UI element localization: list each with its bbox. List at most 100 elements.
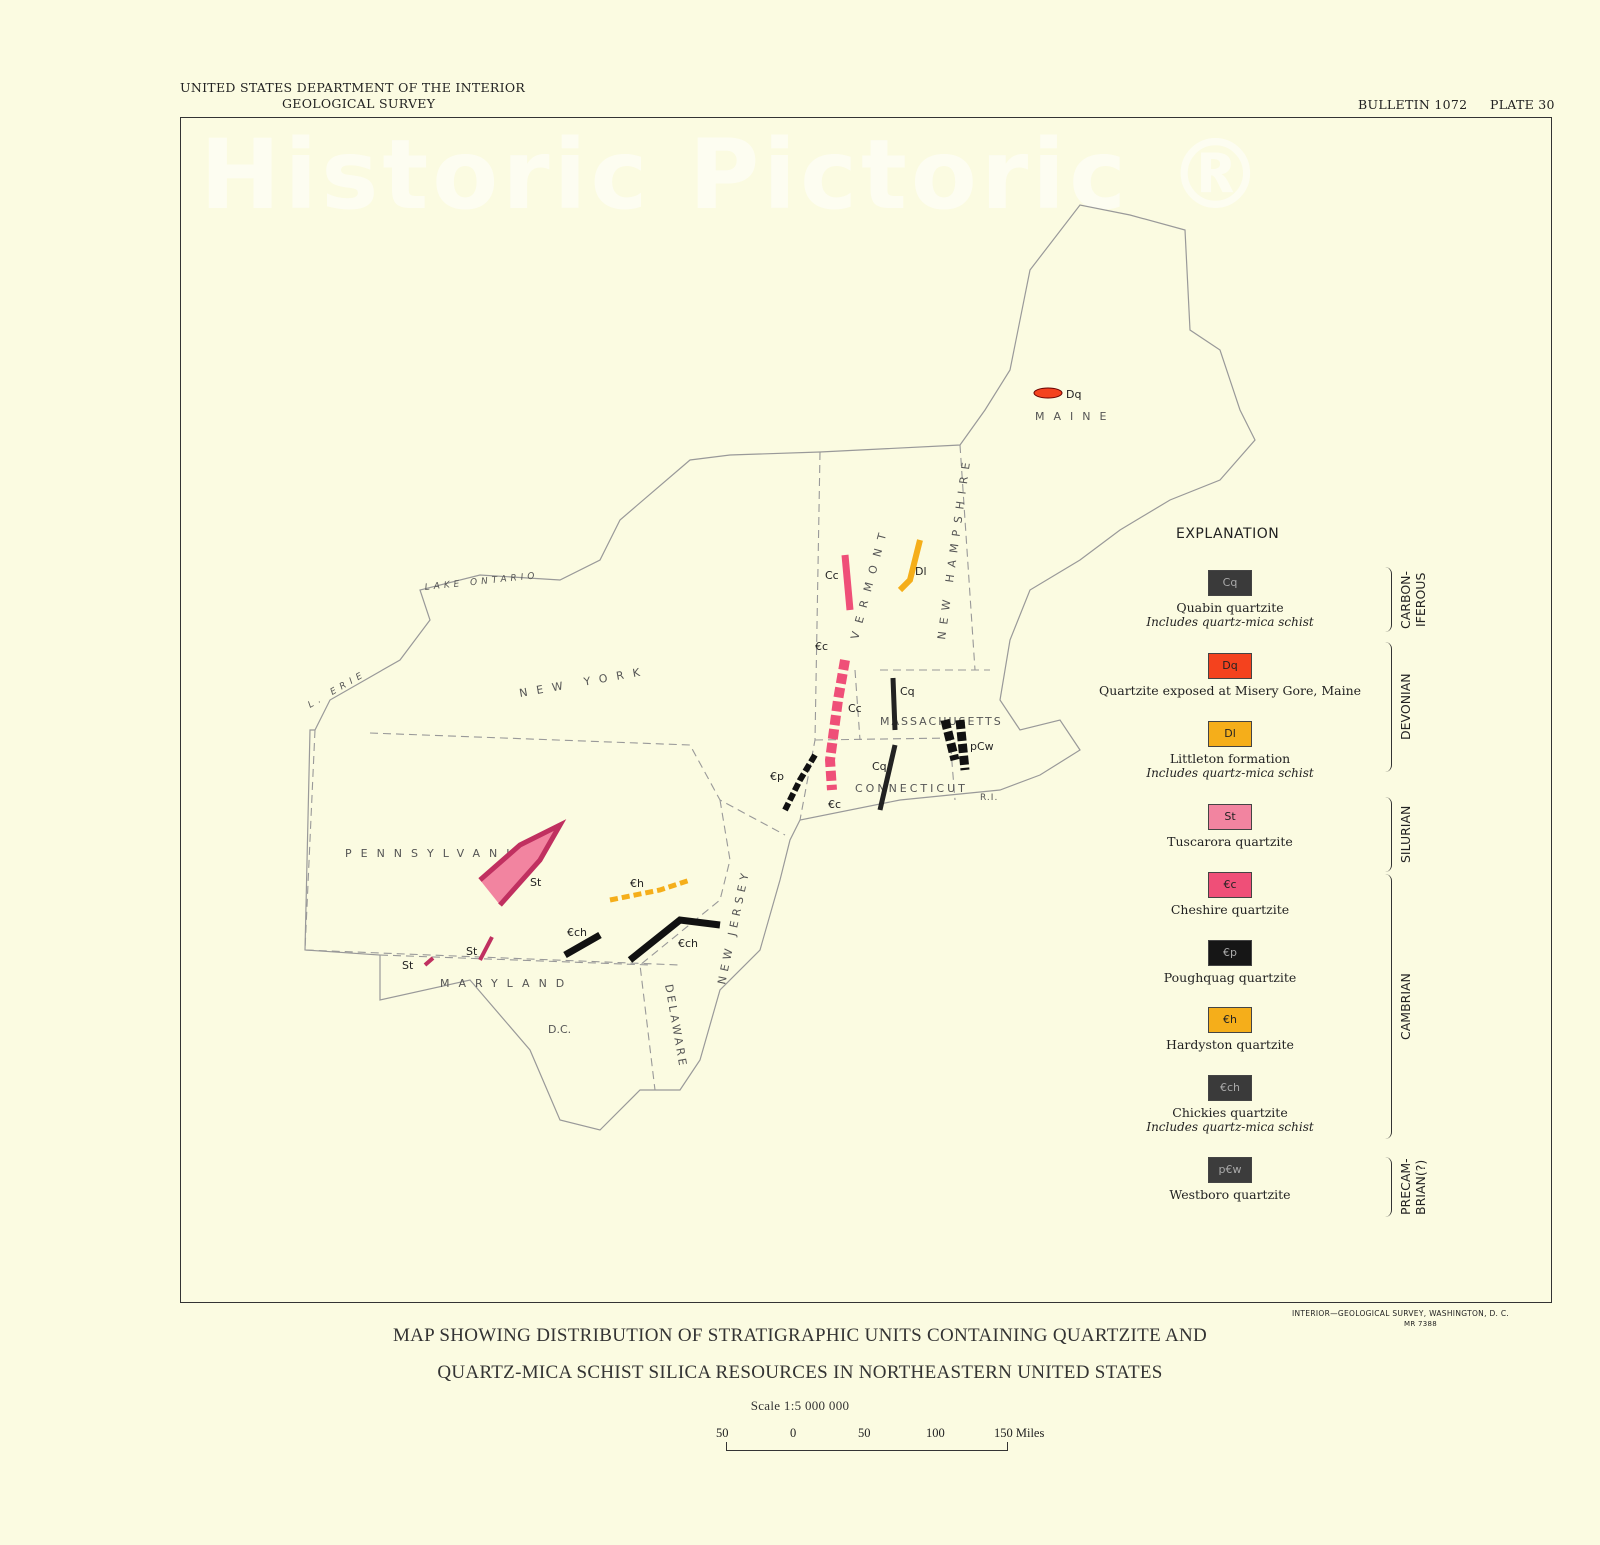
unit-label: €ch	[678, 937, 698, 950]
era-brace	[1385, 567, 1392, 632]
outcrop-pcw	[940, 718, 970, 771]
legend-item: €ch Chickies quartzite Includes quartz-mic…	[1080, 1075, 1380, 1134]
era-label: SILURIAN	[1398, 805, 1413, 864]
scale-tick: 100	[926, 1426, 945, 1440]
scale-text: Scale 1:5 000 000	[750, 1398, 850, 1413]
era-label: CARBON- IFEROUS	[1398, 570, 1428, 629]
agency-line2: GEOLOGICAL SURVEY	[282, 96, 436, 111]
unit-label: €c	[815, 640, 828, 653]
map-title-line1: MAP SHOWING DISTRIBUTION OF STRATIGRAPHI…	[392, 1325, 1208, 1346]
legend-name: Poughquag quartzite	[1163, 970, 1297, 985]
outcrop-cp	[782, 753, 818, 812]
outcrop-ch	[609, 877, 691, 903]
legend-name: Westboro quartzite	[1169, 1187, 1291, 1202]
legend-name: Tuscarora quartzite	[1167, 834, 1293, 849]
outcrop-dq	[1033, 387, 1063, 399]
unit-label: St	[402, 959, 414, 972]
label-lake-ontario: LAKE ONTARIO	[424, 571, 539, 593]
outcrop-st-2	[423, 936, 494, 967]
unit-label: Cq	[872, 760, 887, 773]
watermark: Historic Pictoric ®	[200, 119, 1268, 231]
outcrop-cc-2	[824, 659, 850, 791]
unit-label: Dq	[1066, 388, 1081, 401]
pa-border	[304, 729, 681, 966]
label-rhode-island: R.I.	[980, 793, 998, 803]
nh-me-border	[959, 444, 976, 671]
label-new-york: NEW YORK	[518, 664, 649, 700]
legend-sub: Includes quartz-mica schist	[1146, 615, 1314, 629]
agency-line1: UNITED STATES DEPARTMENT OF THE INTERIOR	[180, 80, 526, 95]
era-label: PRECAM- BRIAN(?)	[1398, 1158, 1428, 1216]
legend-item: St Tuscarora quartzite	[1080, 804, 1380, 849]
label-new-jersey: NEW JERSEY	[715, 867, 752, 985]
legend-swatch: p€w	[1208, 1157, 1252, 1183]
label-delaware: DELAWARE	[662, 983, 690, 1069]
legend-item: Dl Littleton formation Includes quartz-mic…	[1080, 721, 1380, 780]
era-brace	[1385, 1157, 1392, 1217]
label-connecticut: CONNECTICUT	[855, 782, 968, 795]
scale-tick: 0	[790, 1426, 797, 1440]
ny-east-border	[799, 451, 821, 821]
label-maryland: MARYLAND	[440, 977, 573, 990]
legend-swatch: Cq	[1208, 570, 1252, 596]
outcrop-cc-1	[841, 554, 854, 611]
region-outline	[304, 204, 1256, 1131]
unit-label: St	[530, 876, 542, 889]
scale-tick: 150 Miles	[994, 1426, 1045, 1440]
legend-swatch: Dq	[1208, 653, 1252, 679]
legend-item: Dq Quartzite exposed at Misery Gore, Main…	[1080, 653, 1380, 698]
unit-label: €h	[630, 877, 644, 890]
legend-name: Hardyston quartzite	[1166, 1037, 1294, 1052]
scale-tick: 50	[858, 1426, 871, 1440]
plate-number: PLATE 30	[1490, 97, 1555, 112]
nj-border	[639, 799, 731, 1091]
label-vermont: VERMONT	[848, 523, 891, 641]
outcrop-dl	[897, 539, 923, 593]
legend-name: Cheshire quartzite	[1170, 902, 1290, 917]
legend-swatch: €p	[1208, 940, 1252, 966]
scale-bar	[726, 1442, 1008, 1451]
unit-label: €ch	[567, 926, 587, 939]
mr-number: MR 7388	[1404, 1320, 1438, 1328]
legend-item: €h Hardyston quartzite	[1080, 1007, 1380, 1052]
legend-swatch: €h	[1208, 1007, 1252, 1033]
scale-tick: 50	[716, 1426, 729, 1440]
legend-title: EXPLANATION	[1176, 526, 1280, 542]
legend-name: Chickies quartzite	[1172, 1105, 1288, 1120]
legend-sub: Includes quartz-mica schist	[1146, 1120, 1314, 1134]
legend-name: Quartzite exposed at Misery Gore, Maine	[1098, 683, 1362, 698]
legend-item: €p Poughquag quartzite	[1080, 940, 1380, 985]
era-brace	[1385, 874, 1392, 1139]
legend-name: Quabin quartzite	[1176, 600, 1284, 615]
legend-item: Cq Quabin quartzite Includes quartz-mica s…	[1080, 570, 1380, 629]
unit-label: pCw	[970, 740, 994, 753]
unit-label: Cc	[825, 569, 839, 582]
era-label: DEVONIAN	[1398, 673, 1413, 741]
label-new-hampshire: NEW HAMPSHIRE	[935, 455, 974, 641]
unit-label: €c	[828, 798, 841, 811]
era-brace	[1385, 797, 1392, 872]
bulletin-number: BULLETIN 1072	[1358, 97, 1468, 112]
era-label: CAMBRIAN	[1398, 973, 1413, 1040]
unit-label: St	[466, 945, 478, 958]
unit-label: Dl	[915, 565, 927, 578]
unit-label: €p	[770, 770, 784, 783]
outcrop-cch	[563, 916, 721, 963]
map-title-line2: QUARTZ-MICA SCHIST SILICA RESOURCES IN N…	[437, 1362, 1163, 1383]
label-pennsylvania: PENNSYLVANIA	[345, 847, 535, 860]
ny-pa-border	[369, 732, 786, 836]
label-dc: D.C.	[548, 1023, 571, 1036]
unit-label: Cc	[848, 702, 862, 715]
legend-swatch: €ch	[1208, 1075, 1252, 1101]
map-frame	[180, 117, 1552, 1303]
legend-item: €c Cheshire quartzite	[1080, 872, 1380, 917]
legend-name: Littleton formation	[1169, 751, 1291, 766]
label-maine: MAINE	[1035, 410, 1115, 423]
outcrops	[423, 387, 1063, 967]
legend-item: p€w Westboro quartzite	[1080, 1157, 1380, 1202]
legend-sub: Includes quartz-mica schist	[1146, 766, 1314, 780]
md-border	[379, 954, 651, 966]
outcrop-st	[478, 819, 567, 907]
